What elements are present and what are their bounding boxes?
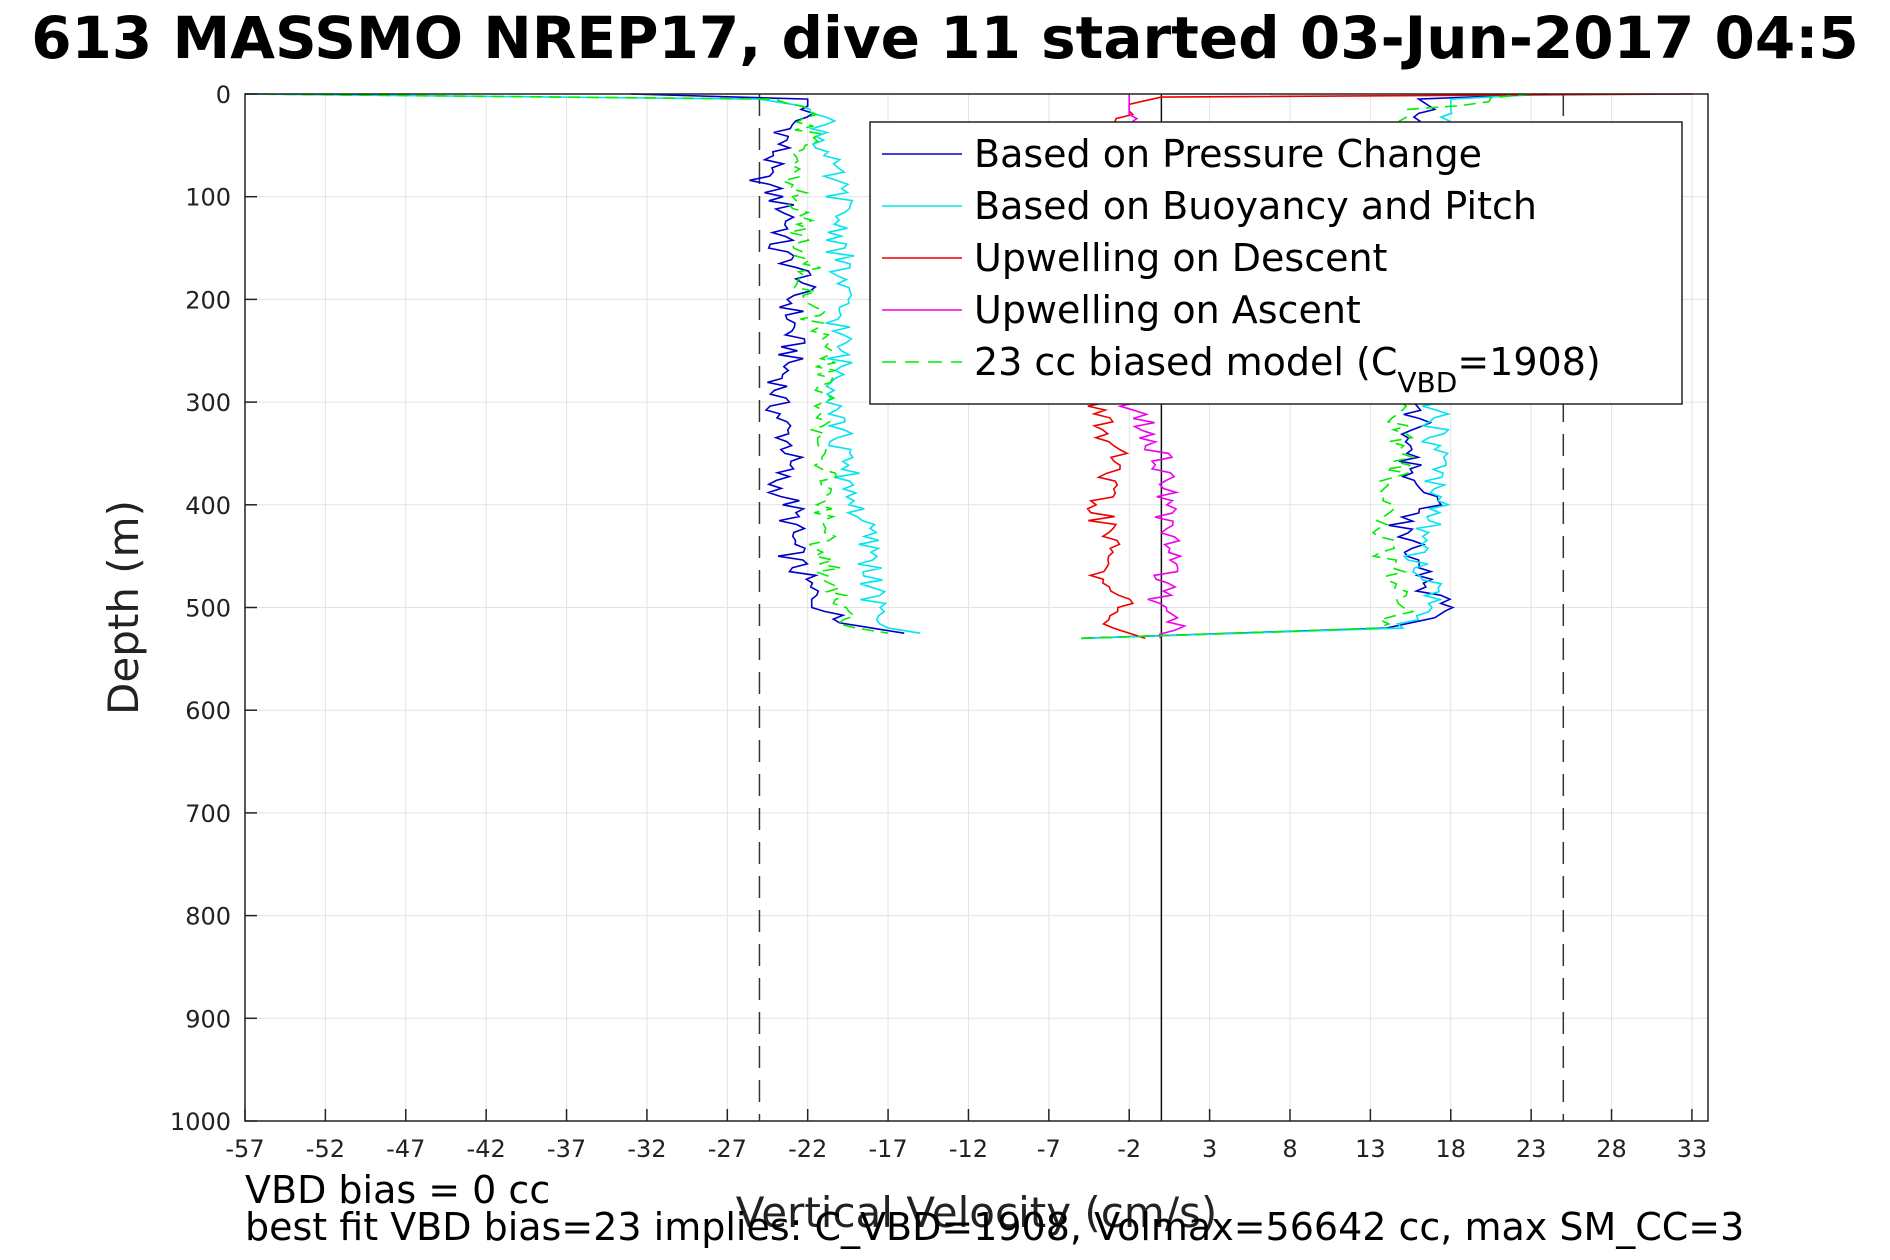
chart-title: 613 MASSMO NREP17, dive 11 started 03-Ju… [31, 4, 1859, 72]
legend-label: Upwelling on Descent [974, 236, 1387, 280]
x-axis-label: Vertical Velocity (cm/s) [736, 1188, 1217, 1237]
x-tick-label: 18 [1435, 1135, 1466, 1163]
x-tick-label: -47 [386, 1135, 425, 1163]
y-tick-label: 700 [185, 800, 231, 828]
legend: Based on Pressure Change Based on Buoyanc… [869, 121, 1683, 405]
series-line-descent [244, 93, 889, 634]
x-tick-label: -52 [306, 1135, 345, 1163]
x-tick-label: -2 [1117, 1135, 1141, 1163]
footer-line-2: best fit VBD bias=23 implies: C_VBD=1908… [245, 1205, 1744, 1249]
series-line-descent [244, 93, 921, 634]
x-tick-label: -37 [547, 1135, 586, 1163]
y-tick-label: 500 [185, 595, 231, 623]
y-tick-label: 900 [185, 1005, 231, 1033]
x-tick-label: 23 [1516, 1135, 1547, 1163]
x-tick-label: -7 [1037, 1135, 1061, 1163]
y-tick-label: 800 [185, 903, 231, 931]
x-tick-label: -32 [627, 1135, 666, 1163]
x-tick-label: -42 [467, 1135, 506, 1163]
y-tick-label: 400 [185, 492, 231, 520]
y-tick-label: 200 [185, 286, 231, 314]
y-tick-label: 300 [185, 389, 231, 417]
legend-box [869, 121, 1683, 405]
x-tick-label: 33 [1677, 1135, 1708, 1163]
legend-label: Based on Pressure Change [974, 132, 1482, 176]
x-tick-label: 3 [1202, 1135, 1217, 1163]
y-axis-label: Depth (m) [99, 500, 148, 715]
footer-line-1: VBD bias = 0 cc [245, 1168, 550, 1212]
x-tick-label: -17 [868, 1135, 907, 1163]
axis-ticks: -57 -52 -47 -42 -37 -32 -27 -22 -17 -12 -7 -2 3 8 13 18… [170, 81, 1707, 1163]
x-tick-label: 8 [1282, 1135, 1297, 1163]
y-tick-label: 0 [216, 81, 231, 109]
legend-label: Based on Buoyancy and Pitch [974, 184, 1537, 228]
x-tick-label: 13 [1355, 1135, 1386, 1163]
x-tick-label: -12 [949, 1135, 988, 1163]
series-line-descent [630, 93, 905, 634]
x-tick-label: -22 [788, 1135, 827, 1163]
y-tick-label: 600 [185, 697, 231, 725]
y-tick-label: 100 [185, 184, 231, 212]
x-tick-label: -57 [225, 1135, 264, 1163]
y-tick-label: 1000 [170, 1108, 231, 1136]
x-tick-label: -27 [708, 1135, 747, 1163]
legend-label: Upwelling on Ascent [974, 288, 1361, 332]
x-tick-label: 28 [1596, 1135, 1627, 1163]
